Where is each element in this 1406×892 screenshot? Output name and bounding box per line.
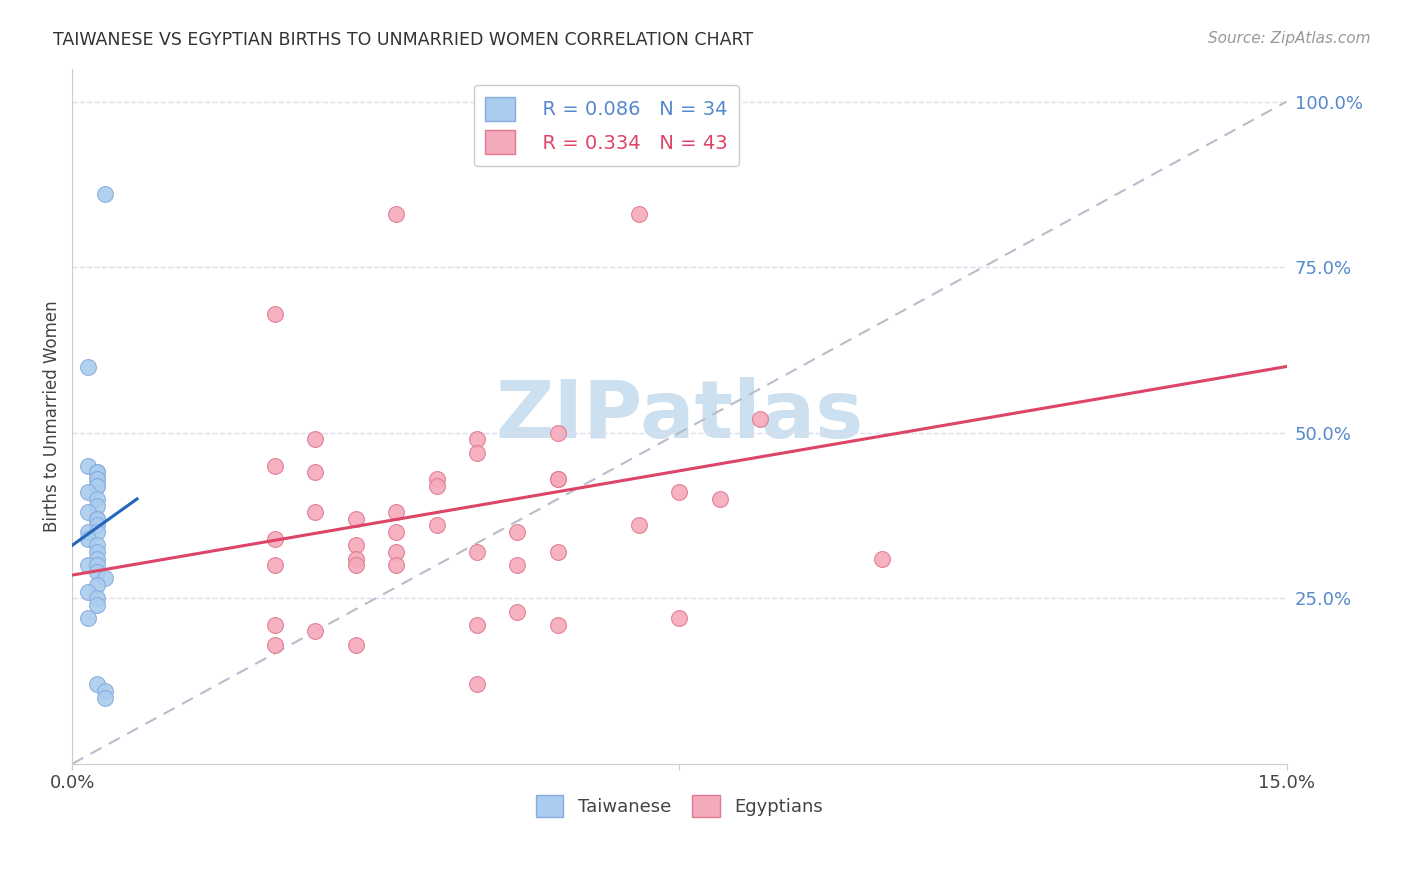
Point — [547, 472, 569, 486]
Legend: Taiwanese, Egyptians: Taiwanese, Egyptians — [529, 788, 830, 824]
Point — [344, 638, 367, 652]
Point — [425, 472, 447, 486]
Point — [344, 558, 367, 573]
Point — [77, 611, 100, 625]
Point — [304, 505, 326, 519]
Point — [385, 545, 408, 559]
Point — [86, 499, 108, 513]
Point — [506, 558, 529, 573]
Point — [547, 472, 569, 486]
Point — [86, 479, 108, 493]
Point — [465, 445, 488, 459]
Point — [465, 433, 488, 447]
Point — [385, 207, 408, 221]
Point — [77, 524, 100, 539]
Point — [425, 479, 447, 493]
Point — [627, 207, 650, 221]
Point — [86, 591, 108, 606]
Point — [749, 412, 772, 426]
Text: ZIPatlas: ZIPatlas — [495, 377, 863, 455]
Point — [263, 306, 285, 320]
Point — [86, 565, 108, 579]
Point — [263, 617, 285, 632]
Point — [86, 538, 108, 552]
Point — [263, 532, 285, 546]
Point — [263, 558, 285, 573]
Point — [385, 524, 408, 539]
Point — [77, 458, 100, 473]
Point — [86, 558, 108, 573]
Point — [344, 512, 367, 526]
Text: TAIWANESE VS EGYPTIAN BIRTHS TO UNMARRIED WOMEN CORRELATION CHART: TAIWANESE VS EGYPTIAN BIRTHS TO UNMARRIE… — [53, 31, 754, 49]
Point — [86, 598, 108, 612]
Point — [93, 187, 115, 202]
Point — [77, 359, 100, 374]
Point — [668, 485, 690, 500]
Point — [304, 624, 326, 639]
Point — [385, 505, 408, 519]
Point — [86, 472, 108, 486]
Point — [385, 558, 408, 573]
Point — [86, 512, 108, 526]
Point — [86, 518, 108, 533]
Point — [506, 605, 529, 619]
Point — [86, 466, 108, 480]
Point — [86, 677, 108, 691]
Point — [93, 571, 115, 585]
Text: Source: ZipAtlas.com: Source: ZipAtlas.com — [1208, 31, 1371, 46]
Point — [344, 538, 367, 552]
Point — [86, 479, 108, 493]
Point — [86, 551, 108, 566]
Point — [86, 491, 108, 506]
Point — [77, 558, 100, 573]
Point — [77, 584, 100, 599]
Point — [547, 425, 569, 440]
Point — [86, 472, 108, 486]
Point — [344, 551, 367, 566]
Point — [86, 512, 108, 526]
Point — [425, 518, 447, 533]
Point — [668, 611, 690, 625]
Point — [77, 485, 100, 500]
Point — [93, 684, 115, 698]
Point — [304, 466, 326, 480]
Point — [506, 524, 529, 539]
Point — [465, 617, 488, 632]
Point — [304, 433, 326, 447]
Point — [263, 458, 285, 473]
Point — [627, 518, 650, 533]
Point — [465, 545, 488, 559]
Point — [263, 638, 285, 652]
Point — [77, 532, 100, 546]
Point — [86, 466, 108, 480]
Point — [547, 617, 569, 632]
Point — [93, 690, 115, 705]
Point — [77, 505, 100, 519]
Point — [709, 491, 731, 506]
Point — [86, 524, 108, 539]
Y-axis label: Births to Unmarried Women: Births to Unmarried Women — [44, 301, 60, 532]
Point — [547, 545, 569, 559]
Point — [86, 545, 108, 559]
Point — [465, 677, 488, 691]
Point — [86, 578, 108, 592]
Point — [870, 551, 893, 566]
